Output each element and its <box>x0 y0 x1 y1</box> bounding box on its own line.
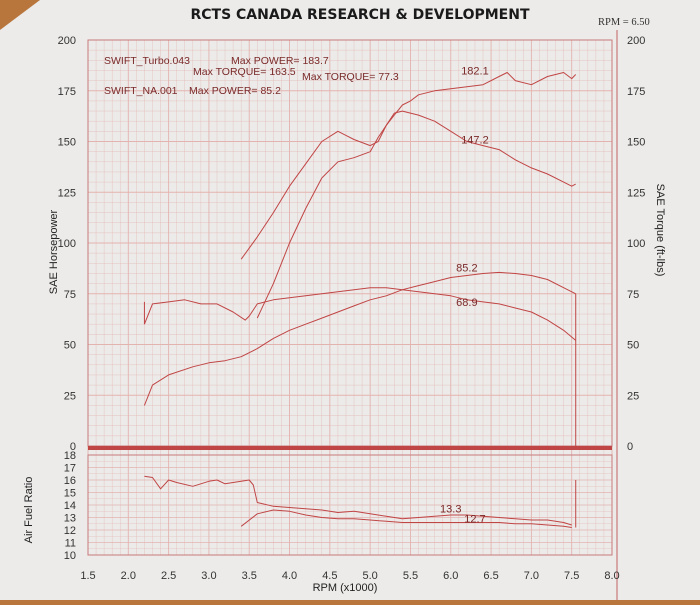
afr-tick-label: 12 <box>64 525 76 537</box>
horsepower-tick-label: 125 <box>58 187 76 199</box>
rpm-tick-label: 3.5 <box>242 570 257 582</box>
legend-turbo-max-torque: Max TORQUE= 163.5 <box>193 66 296 78</box>
torque-tick-label: 200 <box>627 35 645 47</box>
legend-na-name: SWIFT_NA.001 <box>104 85 178 97</box>
horsepower-tick-label: 175 <box>58 86 76 98</box>
torque-tick-label: 50 <box>627 340 639 352</box>
torque-tick-label: 175 <box>627 86 645 98</box>
afr-tick-label: 17 <box>64 463 76 475</box>
legend-na-max-power: Max POWER= 85.2 <box>189 85 281 97</box>
afr-tick-label: 15 <box>64 488 76 500</box>
afr-tick-label: 11 <box>65 538 76 550</box>
rpm-tick-label: 7.5 <box>564 570 579 582</box>
legend-turbo-name: SWIFT_Turbo.043 <box>104 55 190 67</box>
value-label: 85.2 <box>456 262 477 274</box>
rpm-tick-label: 3.0 <box>201 570 216 582</box>
horsepower-tick-labels: 0 25 50 75 100 125 150 175 200 <box>58 35 76 453</box>
rpm-tick-label: 8.0 <box>604 570 619 582</box>
torque-tick-labels: 0 25 50 75 100 125 150 175 200 <box>627 35 645 453</box>
afr-value-label: 12.7 <box>464 514 485 526</box>
torque-tick-label: 125 <box>627 187 645 199</box>
rpm-tick-labels: 1.5 2.0 2.5 3.0 3.5 4.0 4.5 5.0 5.5 6.0 6.5 7.0 7.5 8… <box>80 570 619 582</box>
series-line-swift-na-001-horsepower <box>143 271 576 406</box>
torque-tick-label: 150 <box>627 137 645 149</box>
series-line-swift-turbo-043-horsepower <box>256 72 577 319</box>
series-line-swift-turbo-043-air-fuel-ratio <box>240 509 572 528</box>
afr-tick-label: 16 <box>64 475 76 487</box>
legend: SWIFT_Turbo.043 Max POWER= 183.7 Max TOR… <box>104 55 399 97</box>
legend-turbo-max-power: Max POWER= 183.7 <box>231 55 329 67</box>
horsepower-tick-label: 150 <box>58 137 76 149</box>
horsepower-tick-label: 200 <box>58 35 76 47</box>
horsepower-tick-label: 25 <box>64 390 76 402</box>
rpm-tick-label: 6.5 <box>483 570 498 582</box>
value-annotations: 182.1 147.2 85.2 68.9 13.312.7 <box>440 66 489 526</box>
afr-tick-label: 10 <box>64 550 76 562</box>
horsepower-tick-label: 50 <box>64 340 76 352</box>
legend-na-max-torque: Max TORQUE= 77.3 <box>302 71 399 83</box>
value-label: 182.1 <box>461 66 489 78</box>
rpm-tick-label: 6.0 <box>443 570 458 582</box>
afr-value-label: 13.3 <box>440 504 461 516</box>
panel-divider <box>88 446 612 450</box>
value-label: 68.9 <box>456 297 477 309</box>
series-line-swift-na-001-torque <box>143 287 577 341</box>
series-lines <box>143 72 577 528</box>
chart-title: RCTS CANADA RESEARCH & DEVELOPMENT <box>190 7 529 23</box>
horsepower-tick-label: 100 <box>58 238 76 250</box>
torque-tick-label: 0 <box>627 441 633 453</box>
torque-tick-label: 100 <box>627 238 645 250</box>
plot-frames <box>87 30 618 600</box>
series-line-swift-na-001-air-fuel-ratio <box>144 475 572 526</box>
rpm-tick-label: 7.0 <box>524 570 539 582</box>
rpm-tick-label: 1.5 <box>80 570 95 582</box>
afr-panel-frame <box>87 454 613 556</box>
rpm-axis-title: RPM (x1000) <box>313 582 378 594</box>
horsepower-tick-label: 75 <box>64 289 76 301</box>
afr-tick-label: 14 <box>64 500 76 512</box>
rpm-readout: RPM = 6.50 <box>598 17 650 28</box>
afr-tick-label: 13 <box>64 513 76 525</box>
rpm-tick-label: 2.0 <box>121 570 136 582</box>
value-label: 147.2 <box>461 135 489 147</box>
afr-axis-title: Air Fuel Ratio <box>23 477 35 544</box>
torque-tick-label: 75 <box>627 289 639 301</box>
rpm-tick-label: 5.0 <box>363 570 378 582</box>
rpm-tick-label: 4.5 <box>322 570 337 582</box>
torque-tick-label: 25 <box>627 390 639 402</box>
horsepower-tick-label: 0 <box>70 441 76 453</box>
afr-tick-label: 18 <box>64 450 76 462</box>
series-line-swift-turbo-043-torque <box>240 110 576 260</box>
horsepower-axis-title: SAE Horsepower <box>48 209 60 294</box>
torque-axis-title: SAE Torque (ft-lbs) <box>654 184 666 277</box>
rpm-tick-label: 4.0 <box>282 570 297 582</box>
rpm-tick-label: 2.5 <box>161 570 176 582</box>
rpm-tick-label: 5.5 <box>403 570 418 582</box>
